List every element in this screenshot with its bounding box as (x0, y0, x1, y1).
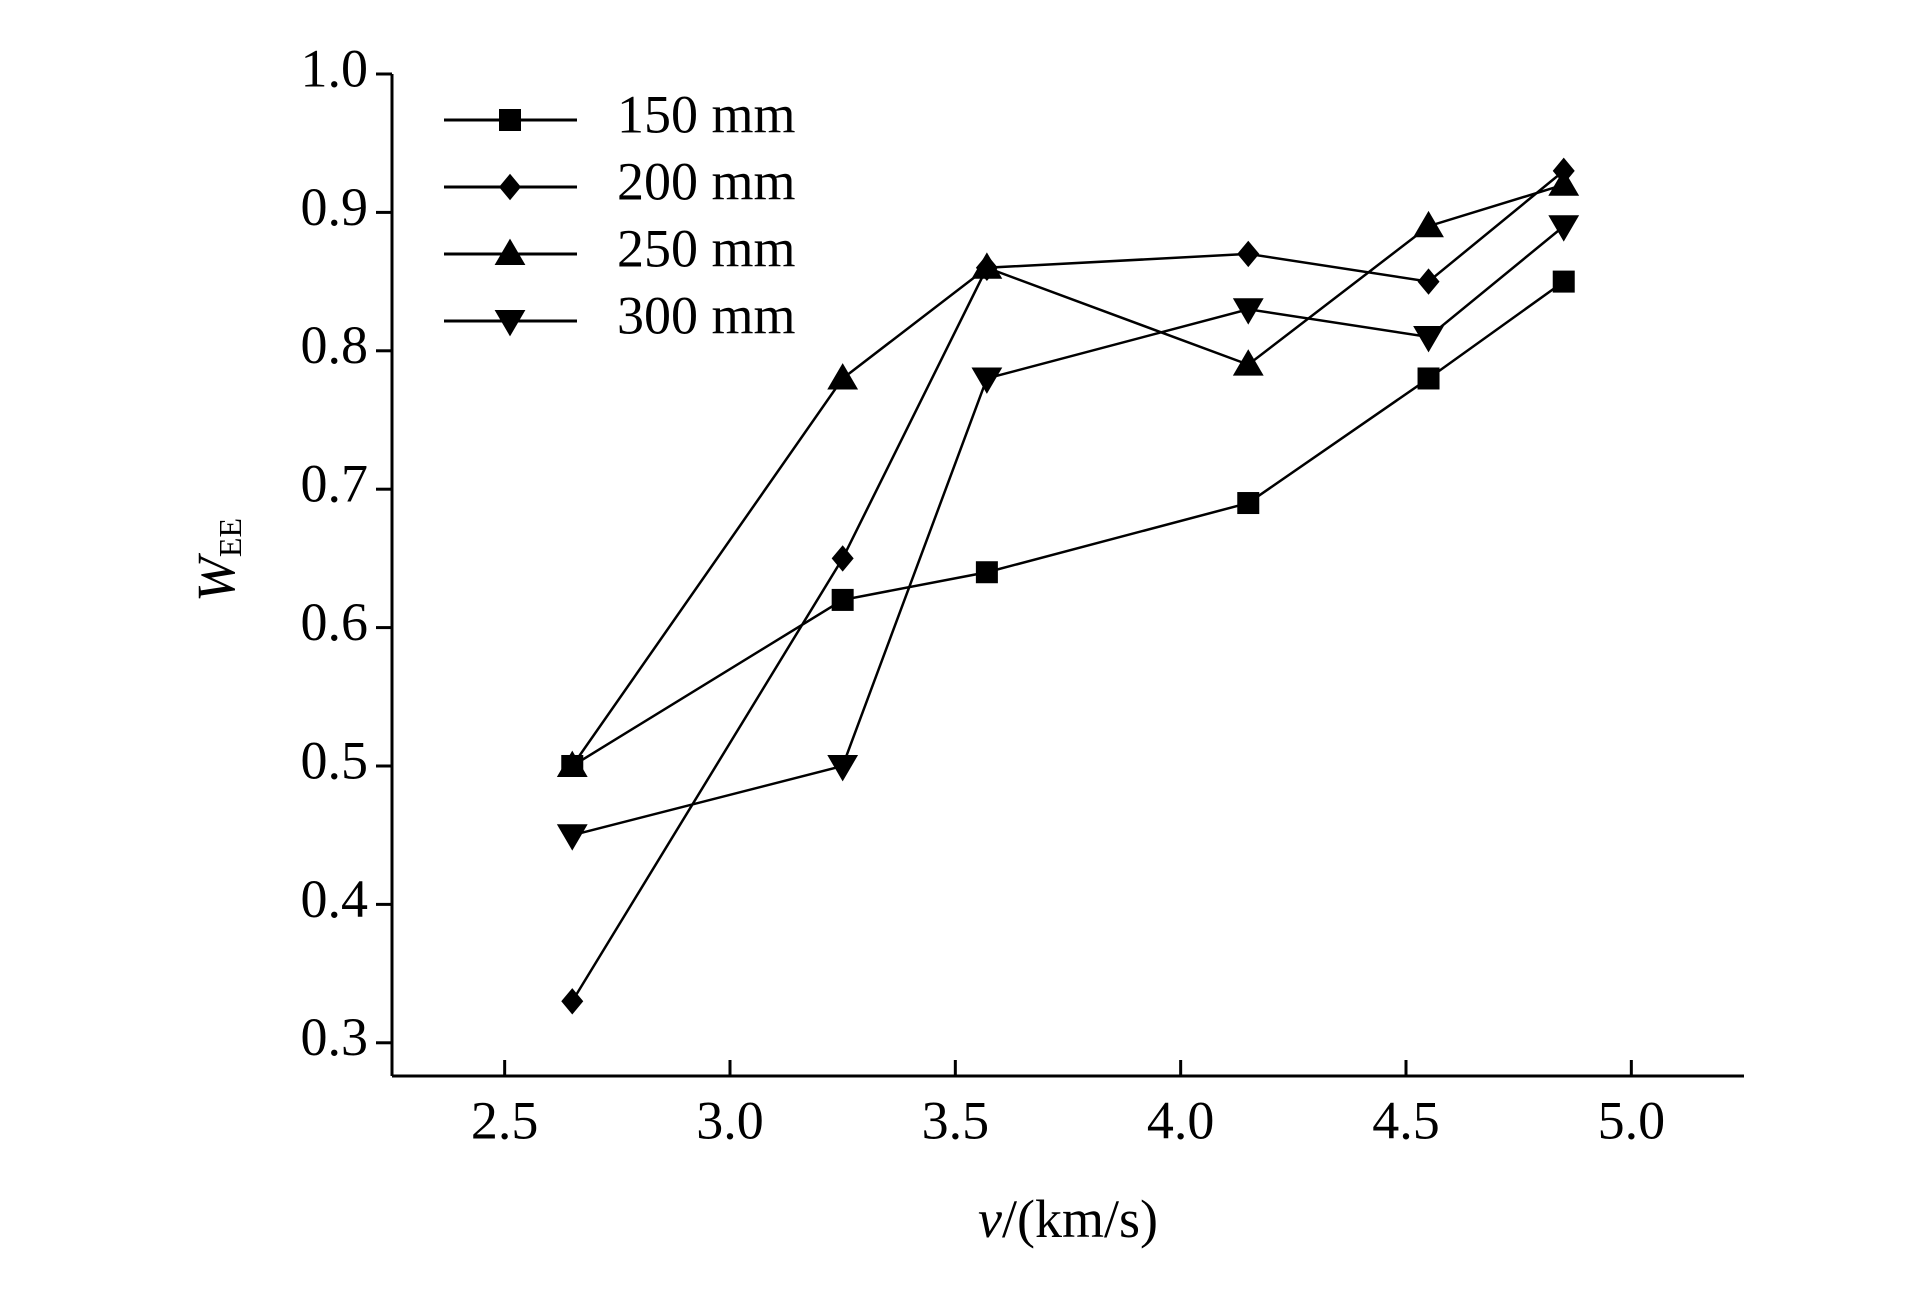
marker (1232, 349, 1264, 376)
marker (1552, 270, 1575, 293)
marker (827, 754, 859, 782)
x-tick-label: 3.5 (922, 1090, 990, 1150)
y-axis-var: W (186, 552, 246, 602)
marker (1237, 492, 1260, 515)
y-axis-sub: EE (212, 518, 248, 557)
marker (1413, 325, 1444, 353)
series-line (571, 280, 1565, 768)
marker (499, 173, 521, 201)
legend-label: 150 mm (617, 84, 796, 144)
y-tick-label: 0.3 (301, 1007, 369, 1067)
series-line (571, 169, 1565, 1002)
marker (1548, 215, 1580, 242)
marker (556, 824, 588, 851)
x-axis-var: v (978, 1189, 1002, 1249)
marker (494, 238, 526, 265)
marker (827, 363, 859, 390)
marker (831, 545, 854, 572)
y-tick-label: 0.5 (301, 730, 369, 790)
marker (975, 561, 998, 584)
legend-label: 300 mm (617, 285, 796, 345)
marker (971, 367, 1003, 394)
y-tick-label: 1.0 (301, 38, 369, 98)
marker (1413, 210, 1444, 238)
x-tick-label: 4.0 (1147, 1090, 1215, 1150)
y-tick-label: 0.9 (301, 177, 369, 237)
x-tick-label: 2.5 (471, 1090, 539, 1150)
marker (1232, 298, 1264, 325)
series-line (571, 225, 1565, 837)
marker (556, 750, 588, 777)
y-tick-label: 0.6 (301, 592, 369, 652)
x-tick-label: 4.5 (1372, 1090, 1440, 1150)
y-tick-label: 0.7 (301, 454, 369, 514)
marker (831, 588, 854, 611)
y-tick-label: 0.8 (301, 315, 369, 375)
marker (1237, 240, 1260, 268)
marker (1548, 169, 1580, 196)
x-axis-unit: /(km/s) (1002, 1189, 1158, 1249)
x-tick-label: 5.0 (1598, 1090, 1666, 1150)
marker (1417, 367, 1440, 390)
x-axis-label: v/(km/s) (978, 1189, 1158, 1249)
marker (499, 109, 521, 131)
y-axis-label: WEE (186, 518, 248, 602)
marker (494, 310, 526, 337)
marker (971, 252, 1003, 279)
x-tick-label: 3.0 (696, 1090, 764, 1150)
legend-label: 250 mm (617, 218, 796, 278)
marker (561, 988, 584, 1015)
legend-label: 200 mm (617, 151, 796, 211)
y-tick-label: 0.4 (301, 869, 369, 929)
marker (1417, 268, 1440, 295)
series-line (571, 183, 1565, 767)
